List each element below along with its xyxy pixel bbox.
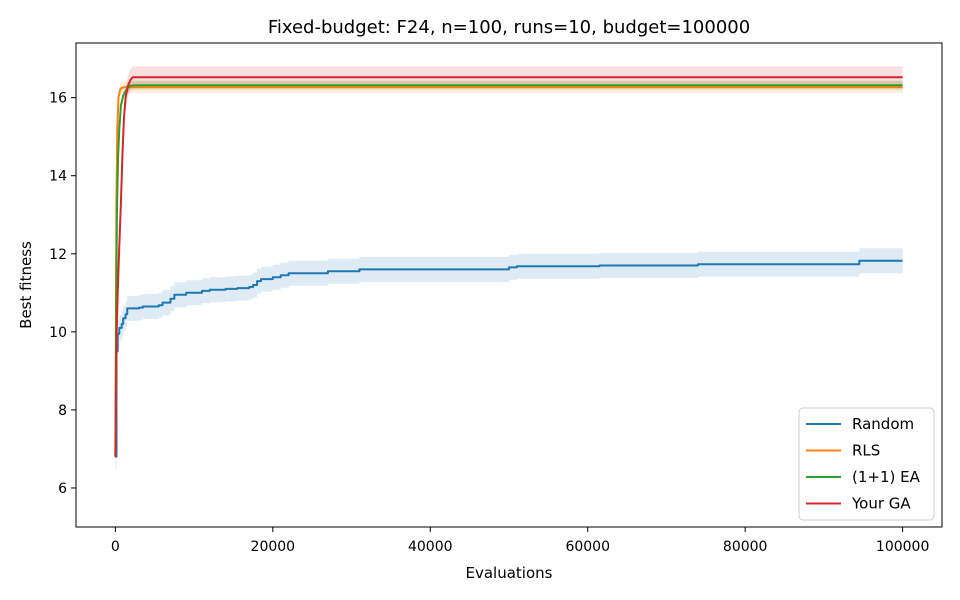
x-tick-label: 80000 <box>723 539 768 555</box>
x-tick-label: 100000 <box>876 539 929 555</box>
y-tick-label: 8 <box>58 403 67 419</box>
chart-title: Fixed-budget: F24, n=100, runs=10, budge… <box>268 17 750 38</box>
legend: Random RLS (1+1) EA Your GA <box>798 407 935 521</box>
band-series-0 <box>115 248 903 470</box>
legend-box <box>798 407 935 521</box>
y-tick-label: 12 <box>49 247 67 263</box>
x-tick-label: 0 <box>111 539 120 555</box>
legend-label-1: RLS <box>852 442 880 460</box>
legend-label-3: Your GA <box>851 495 911 513</box>
line-series-0 <box>115 259 903 458</box>
legend-label-2: (1+1) EA <box>852 468 921 486</box>
x-axis-label: Evaluations <box>466 564 553 582</box>
x-tick-label: 40000 <box>408 539 453 555</box>
x-tick-label: 20000 <box>251 539 296 555</box>
legend-label-0: Random <box>852 415 914 433</box>
y-axis-ticks: 6 8 10 12 14 16 <box>49 91 76 497</box>
plot-frame <box>75 42 943 528</box>
confidence-bands <box>115 66 903 470</box>
y-tick-label: 14 <box>49 169 67 185</box>
line-series-2 <box>114 84 903 457</box>
y-tick-label: 16 <box>49 91 67 107</box>
line-series-3 <box>114 76 903 457</box>
y-axis-label: Best fitness <box>17 241 35 329</box>
x-axis-ticks: 0 20000 40000 60000 80000 100000 <box>111 527 929 555</box>
y-tick-label: 6 <box>58 481 67 497</box>
x-tick-label: 60000 <box>565 539 610 555</box>
y-tick-label: 10 <box>49 325 67 341</box>
series-lines <box>114 76 903 458</box>
